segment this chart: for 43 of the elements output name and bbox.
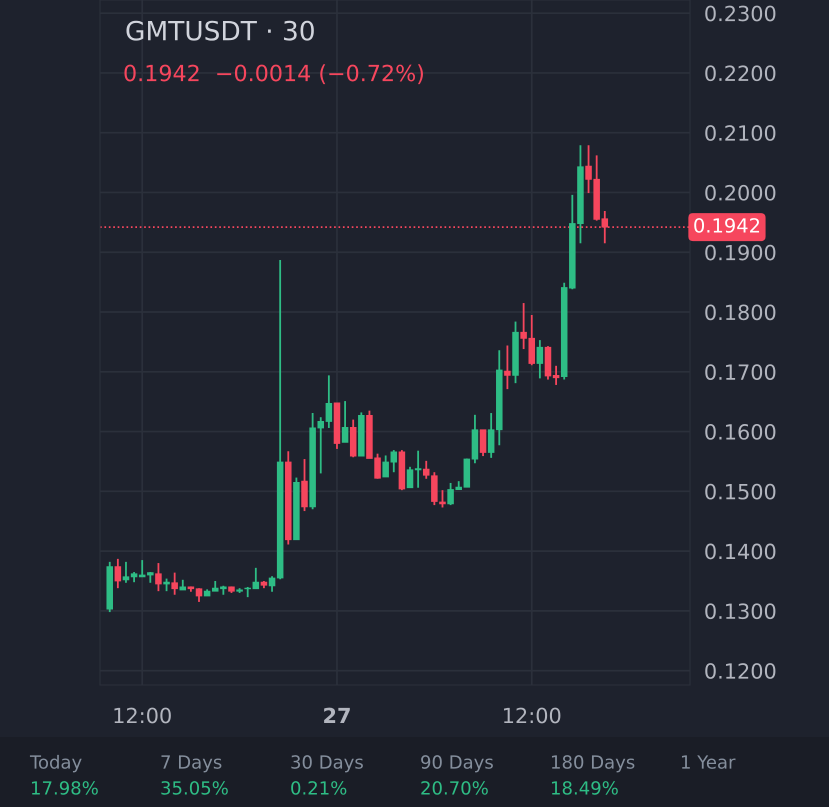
text: 90 Days <box>421 755 493 772</box>
text: 20.70% <box>421 781 488 795</box>
candlestick <box>342 400 348 444</box>
y-tick-label: 0.2000 <box>705 184 776 201</box>
y-tick-label: 0.1200 <box>705 663 776 679</box>
candlestick <box>536 339 544 380</box>
y-tick-label: 0.1700 <box>705 364 776 380</box>
text: 30 Days <box>291 755 363 772</box>
text: 180 Days <box>552 755 634 772</box>
text: 0.1942 −0.0014 (−0.72%) <box>124 64 423 84</box>
text: GMTUSDT · 30 <box>126 20 314 41</box>
candlestick <box>114 558 122 590</box>
candlestick <box>422 460 430 480</box>
y-tick-label: 0.2200 <box>705 65 776 82</box>
text: 0.21% <box>291 781 346 795</box>
y-tick-label: 0.2300 <box>705 6 776 22</box>
candlestick <box>163 578 170 592</box>
candlestick <box>171 572 178 596</box>
text: 1 Year <box>682 755 736 769</box>
y-tick-label: 0.1600 <box>705 424 776 440</box>
y-tick-label: 0.2100 <box>705 125 776 141</box>
y-tick-label: 0.1500 <box>705 484 776 500</box>
x-tick-label: 12:00 <box>114 708 171 724</box>
candlestick <box>552 364 560 386</box>
text: 35.05% <box>161 781 228 795</box>
text: 18.49% <box>552 781 618 795</box>
text: 17.98% <box>32 781 98 795</box>
candlestick <box>122 560 130 584</box>
x-tick-label: 27 <box>324 708 350 724</box>
candlestick <box>374 452 381 480</box>
y-tick-label: 0.1300 <box>705 603 776 620</box>
candlestick <box>196 587 202 603</box>
ref-line-label: 0.1942 <box>694 218 760 233</box>
text: 7 Days <box>161 755 222 772</box>
x-tick-label: 12:00 <box>504 708 560 724</box>
candlestick <box>504 344 511 390</box>
text: Today <box>30 754 82 772</box>
y-tick-label: 0.1800 <box>705 304 776 320</box>
candlestick <box>180 578 186 591</box>
y-tick-label: 0.1900 <box>705 244 776 260</box>
y-tick-label: 0.1400 <box>705 544 776 560</box>
candlestick <box>480 428 486 457</box>
candlestick <box>155 562 162 592</box>
